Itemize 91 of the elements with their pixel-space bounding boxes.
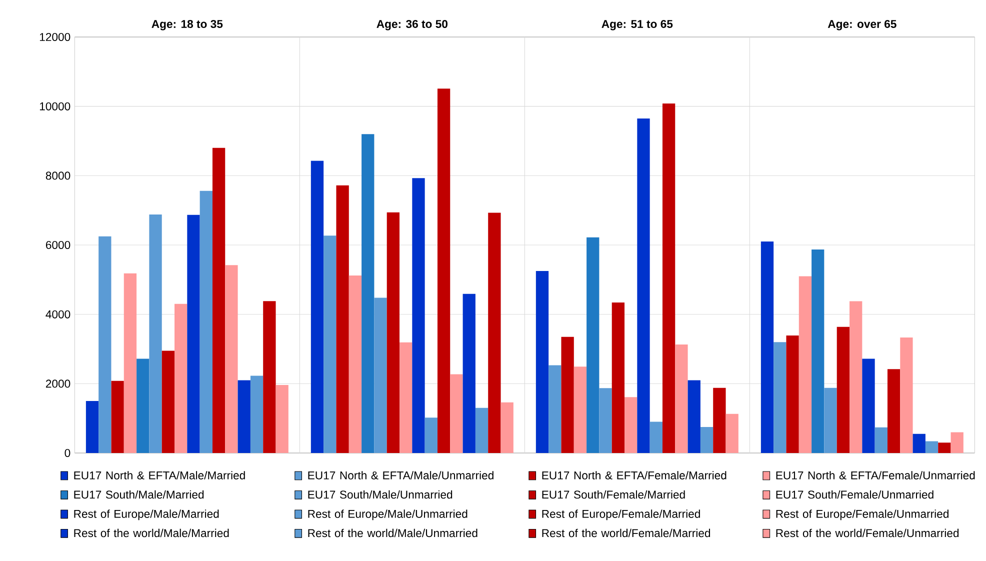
bar xyxy=(586,237,600,453)
bar xyxy=(850,301,862,453)
legend-label: Rest of the world/Female/Married xyxy=(542,528,710,538)
bar xyxy=(500,402,514,453)
bar xyxy=(212,148,226,453)
bar xyxy=(862,358,875,453)
y-tick-label: 0 xyxy=(64,448,70,458)
bar xyxy=(488,212,501,453)
x-tick-label: Age: 36 to 50 xyxy=(376,20,448,30)
bar xyxy=(162,350,175,453)
bar xyxy=(874,427,888,453)
bar xyxy=(713,388,726,453)
bar xyxy=(136,358,150,453)
bar xyxy=(124,273,137,453)
bar xyxy=(662,104,676,453)
bar xyxy=(310,160,324,453)
bar xyxy=(950,432,964,453)
x-tick-label: Age: over 65 xyxy=(828,20,896,30)
legend-label: EU17 North & EFTA/Male/Married xyxy=(74,471,245,480)
bar xyxy=(812,250,824,453)
bar xyxy=(774,342,786,453)
y-tick-label: 8000 xyxy=(46,172,70,180)
bar xyxy=(637,118,650,453)
legend-label: EU17 South/Male/Married xyxy=(74,490,204,499)
bar xyxy=(450,374,463,453)
bar xyxy=(574,366,587,453)
bar xyxy=(836,326,850,453)
bar xyxy=(700,427,714,453)
y-tick-label: 6000 xyxy=(46,240,70,250)
bar xyxy=(760,242,774,453)
bar xyxy=(111,380,124,453)
bar xyxy=(650,422,662,453)
bar xyxy=(324,236,336,453)
bar xyxy=(98,236,112,453)
bar xyxy=(475,408,488,453)
bar xyxy=(386,212,400,453)
bar xyxy=(149,214,162,453)
legend-label: EU17 North & EFTA/Female/Unmarried xyxy=(776,471,975,480)
bar xyxy=(263,301,276,453)
bar xyxy=(726,414,738,453)
bar xyxy=(688,380,700,453)
bar xyxy=(200,190,212,453)
bar xyxy=(624,397,638,453)
bar xyxy=(174,304,188,453)
legend-label: EU17 North & EFTA/Female/Married xyxy=(542,471,726,480)
bar xyxy=(225,265,238,453)
legend-label: Rest of Europe/Female/Unmarried xyxy=(776,510,948,520)
bar xyxy=(86,401,99,453)
bar xyxy=(412,178,425,453)
bar xyxy=(424,418,438,453)
y-tick-label: 2000 xyxy=(46,380,70,388)
bar xyxy=(250,376,264,453)
legend-label: Rest of Europe/Male/Married xyxy=(74,510,219,520)
x-tick-label: Age: 18 to 35 xyxy=(152,20,223,30)
bar xyxy=(536,271,549,453)
bar xyxy=(938,442,951,453)
bar xyxy=(824,388,837,453)
bar xyxy=(187,214,200,453)
legend-label: Rest of the world/Male/Unmarried xyxy=(308,528,478,538)
legend-label: Rest of Europe/Male/Unmarried xyxy=(308,510,468,520)
bar xyxy=(238,380,250,453)
legend-label: EU17 North & EFTA/Male/Unmarried xyxy=(308,471,494,480)
bar xyxy=(348,276,362,453)
bar xyxy=(462,294,476,453)
legend-label: EU17 South/Male/Unmarried xyxy=(308,490,452,499)
legend-label: EU17 South/Female/Unmarried xyxy=(776,490,934,499)
bar xyxy=(786,335,799,453)
y-tick-label: 12000 xyxy=(40,32,70,42)
bar xyxy=(900,338,913,453)
bar xyxy=(925,441,938,453)
legend-label: EU17 South/Female/Married xyxy=(542,490,685,499)
bar xyxy=(336,185,349,453)
bar xyxy=(276,385,288,453)
bar xyxy=(675,344,688,453)
bar xyxy=(374,298,387,453)
bar xyxy=(912,434,926,453)
bar xyxy=(612,302,625,453)
legend-label: Rest of the world/Female/Unmarried xyxy=(776,528,959,538)
y-tick-label: 10000 xyxy=(40,102,70,110)
bar xyxy=(798,276,812,453)
bar xyxy=(437,88,450,453)
bar xyxy=(548,365,562,453)
legend-label: Rest of the world/Male/Married xyxy=(74,528,229,538)
bar xyxy=(887,369,900,453)
y-tick-label: 4000 xyxy=(46,310,70,318)
legend-label: Rest of Europe/Female/Married xyxy=(542,510,700,520)
bar xyxy=(561,336,574,453)
bar xyxy=(362,134,374,453)
bar xyxy=(400,342,412,453)
bar xyxy=(599,388,612,453)
x-tick-label: Age: 51 to 65 xyxy=(602,20,673,30)
